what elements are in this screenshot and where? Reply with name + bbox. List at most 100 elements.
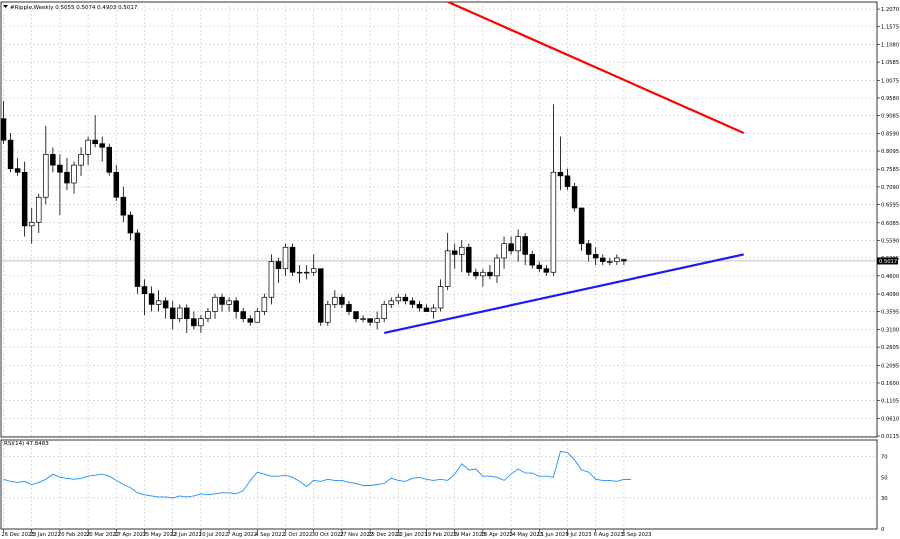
candle bbox=[148, 286, 155, 312]
candle-body-up bbox=[607, 261, 613, 263]
candle bbox=[346, 300, 352, 316]
candle bbox=[191, 311, 197, 330]
x-tick-label: 23 Jan 2022 bbox=[30, 532, 61, 538]
candle bbox=[198, 315, 204, 333]
y-tick-label: 1.2070 bbox=[881, 7, 899, 13]
candle bbox=[14, 157, 21, 176]
candle-body-down bbox=[564, 175, 571, 187]
candle-body-up bbox=[71, 164, 77, 184]
candle bbox=[388, 297, 395, 308]
candle-body-up bbox=[261, 296, 268, 312]
candle-body-down bbox=[487, 271, 493, 277]
candle bbox=[529, 250, 535, 269]
y-tick-label: 0.1600 bbox=[881, 381, 899, 387]
x-tick-label: 19 Mar 2023 bbox=[453, 532, 486, 538]
candle bbox=[536, 261, 543, 273]
x-tick-label: 9 Jul 2023 bbox=[566, 532, 592, 538]
candle bbox=[240, 307, 246, 323]
y-tick-label: 0.6085 bbox=[881, 221, 899, 227]
candle-body-up bbox=[155, 300, 162, 305]
candle-body-down bbox=[318, 268, 324, 323]
support-trendline bbox=[383, 253, 744, 335]
candle-body-down bbox=[127, 214, 134, 234]
candle bbox=[141, 279, 148, 316]
candle-body-down bbox=[148, 293, 155, 305]
candle-body-up bbox=[395, 296, 402, 302]
x-tick-label: 20 Mar 2022 bbox=[86, 532, 119, 538]
candle bbox=[395, 293, 402, 305]
candle bbox=[254, 307, 261, 323]
candle-body-down bbox=[536, 264, 543, 270]
candle-body-up bbox=[332, 296, 338, 305]
x-tick-label: 10 Jul 2022 bbox=[199, 532, 228, 538]
x-tick-label: 16 Apr 2023 bbox=[481, 532, 513, 538]
x-tick-label: 14 May 2023 bbox=[509, 532, 543, 538]
candle bbox=[261, 293, 268, 316]
candle bbox=[177, 304, 183, 323]
candle-body-down bbox=[557, 171, 564, 177]
candle-body-down bbox=[416, 304, 423, 309]
y-tick-label: 0.3595 bbox=[881, 310, 899, 316]
candle-body-down bbox=[64, 171, 70, 184]
candle bbox=[332, 290, 338, 308]
candle bbox=[113, 165, 120, 201]
candle-body-down bbox=[240, 311, 246, 320]
candle bbox=[564, 168, 571, 191]
candle-body-down bbox=[169, 307, 176, 320]
candle bbox=[374, 311, 380, 330]
y-tick-label: 0.1105 bbox=[881, 399, 899, 405]
x-tick-label: 4 Sep 2022 bbox=[255, 532, 285, 538]
candle-body-up bbox=[430, 307, 437, 312]
candle bbox=[57, 154, 63, 216]
candle bbox=[451, 243, 458, 269]
candle-body-down bbox=[289, 246, 296, 273]
candle-body-down bbox=[508, 243, 514, 252]
x-tick-label: 12 Jun 2022 bbox=[171, 532, 202, 538]
candle-body-up bbox=[35, 196, 42, 223]
candle-body-up bbox=[459, 246, 465, 255]
candle bbox=[550, 104, 557, 276]
x-tick-label: 30 Oct 2022 bbox=[312, 532, 344, 538]
candle-body-down bbox=[466, 246, 472, 273]
candle-body-down bbox=[599, 257, 606, 262]
candle bbox=[607, 257, 613, 266]
candle-body-down bbox=[578, 207, 585, 245]
candle bbox=[212, 293, 218, 319]
y-tick-label: 0.0610 bbox=[881, 416, 899, 422]
candle-body-up bbox=[78, 154, 84, 166]
rsi-title: RSI(14) 47.8483 bbox=[4, 441, 49, 447]
candle bbox=[43, 125, 49, 205]
x-tick-label: 6 Aug 2023 bbox=[594, 532, 624, 538]
candle bbox=[78, 147, 84, 176]
candle-body-down bbox=[141, 286, 148, 295]
x-tick-label: 22 Jan 2023 bbox=[396, 532, 427, 538]
candle bbox=[64, 157, 70, 191]
candle bbox=[21, 161, 28, 237]
main-grid bbox=[0, 1, 878, 438]
candle-body-down bbox=[57, 164, 63, 173]
candle bbox=[543, 265, 550, 276]
candle bbox=[205, 307, 211, 323]
candle-body-down bbox=[409, 300, 416, 305]
candle bbox=[381, 300, 387, 323]
rsi-tick-label: 50 bbox=[881, 475, 888, 481]
candle bbox=[106, 143, 112, 176]
candle-body-up bbox=[437, 286, 444, 309]
rsi-axis: 70 50 30 0 bbox=[881, 455, 888, 533]
candle-body-down bbox=[106, 146, 112, 173]
candle-body-up bbox=[205, 311, 211, 320]
candle-body-down bbox=[353, 311, 359, 320]
candle-body-down bbox=[247, 318, 254, 323]
x-tick-label: 27 Nov 2022 bbox=[340, 532, 373, 538]
candle bbox=[557, 136, 564, 191]
candle-body-up bbox=[515, 236, 521, 252]
candle bbox=[219, 293, 225, 312]
y-tick-label: 0.7090 bbox=[881, 185, 899, 191]
rsi-series bbox=[3, 450, 631, 499]
candle-body-down bbox=[233, 300, 239, 312]
candle bbox=[155, 290, 162, 312]
candle bbox=[599, 254, 606, 266]
candle-body-down bbox=[402, 296, 409, 302]
